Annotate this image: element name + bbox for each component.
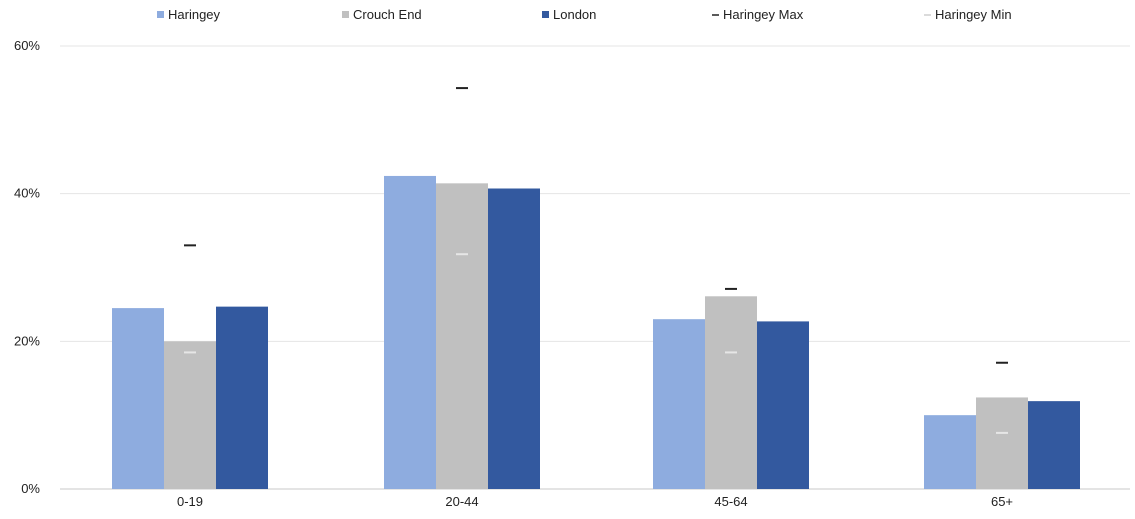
range-markers <box>184 87 1008 434</box>
legend: Haringey Crouch End London Haringey Max Hari… <box>157 7 1012 22</box>
bar-london <box>216 306 268 489</box>
legend-swatch <box>542 11 549 18</box>
y-tick-label: 20% <box>14 333 40 348</box>
legend-item-haringey: Haringey <box>157 7 221 22</box>
bars <box>112 175 1080 490</box>
x-tick-label: 45-64 <box>714 494 747 509</box>
x-tick-label: 20-44 <box>445 494 478 509</box>
legend-label: Haringey <box>168 7 221 22</box>
legend-label: London <box>553 7 596 22</box>
legend-label: Haringey Min <box>935 7 1012 22</box>
bar-crouch-end <box>976 397 1028 489</box>
bar-haringey <box>653 319 705 489</box>
x-axis: 0-19 20-44 45-64 65+ <box>177 494 1013 509</box>
legend-item-london: London <box>542 7 596 22</box>
y-tick-label: 40% <box>14 186 40 201</box>
x-tick-label: 0-19 <box>177 494 203 509</box>
legend-label: Haringey Max <box>723 7 804 22</box>
bar-london <box>1028 401 1080 489</box>
y-tick-label: 60% <box>14 38 40 53</box>
y-axis: 0% 20% 40% 60% <box>14 38 40 496</box>
bar-london <box>488 188 540 489</box>
bar-crouch-end <box>164 341 216 489</box>
bar-haringey <box>112 308 164 489</box>
legend-item-crouch-end: Crouch End <box>342 7 422 22</box>
legend-item-haringey-min: Haringey Min <box>924 7 1012 22</box>
bar-haringey <box>924 415 976 489</box>
legend-item-haringey-max: Haringey Max <box>712 7 804 22</box>
bar-crouch-end <box>436 183 488 489</box>
bar-london <box>757 321 809 489</box>
legend-swatch <box>157 11 164 18</box>
legend-label: Crouch End <box>353 7 422 22</box>
bar-haringey <box>384 175 436 490</box>
x-tick-label: 65+ <box>991 494 1013 509</box>
legend-swatch <box>342 11 349 18</box>
bar-crouch-end <box>705 296 757 489</box>
y-tick-label: 0% <box>21 481 40 496</box>
